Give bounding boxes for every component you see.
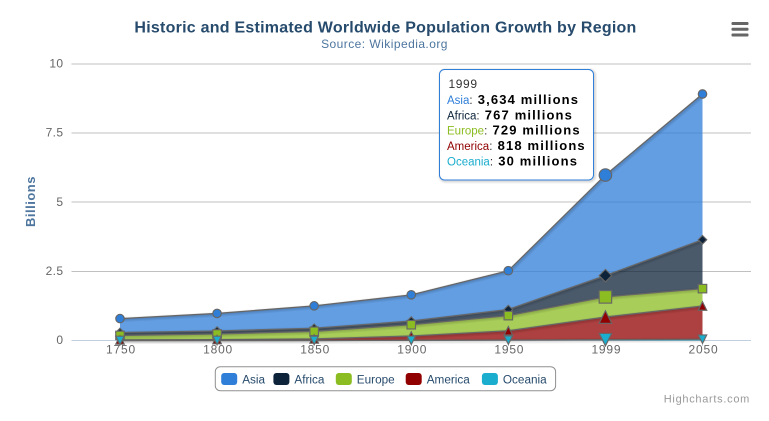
svg-text:America: America bbox=[427, 374, 471, 387]
svg-text:2.5: 2.5 bbox=[46, 264, 64, 278]
svg-text:1800: 1800 bbox=[203, 343, 233, 357]
svg-text:5: 5 bbox=[56, 195, 63, 209]
svg-text:Asia: Asia bbox=[242, 374, 265, 387]
svg-text:Asia: 3,634 millions: Asia: 3,634 millions bbox=[447, 92, 579, 107]
svg-text:1950: 1950 bbox=[494, 343, 524, 357]
svg-text:Source: Wikipedia.org: Source: Wikipedia.org bbox=[321, 37, 448, 51]
svg-text:Europe: Europe bbox=[357, 374, 395, 387]
svg-text:2050: 2050 bbox=[689, 343, 719, 357]
svg-text:10: 10 bbox=[49, 56, 63, 70]
svg-text:1850: 1850 bbox=[300, 343, 330, 357]
svg-text:Highcharts.com: Highcharts.com bbox=[664, 393, 750, 405]
svg-text:Oceania: Oceania bbox=[503, 374, 547, 387]
svg-text:Africa: 767 millions: Africa: 767 millions bbox=[447, 107, 573, 122]
svg-text:1900: 1900 bbox=[397, 343, 427, 357]
svg-text:Historic and Estimated Worldwi: Historic and Estimated Worldwide Populat… bbox=[134, 20, 636, 37]
svg-text:1750: 1750 bbox=[106, 343, 136, 357]
svg-text:Billions: Billions bbox=[23, 176, 38, 227]
svg-text:7.5: 7.5 bbox=[46, 126, 64, 140]
svg-text:Africa: Africa bbox=[294, 374, 325, 387]
svg-text:0: 0 bbox=[56, 333, 63, 347]
svg-text:Europe: 729 millions: Europe: 729 millions bbox=[447, 123, 581, 138]
svg-text:1999: 1999 bbox=[449, 77, 478, 91]
svg-text:1999: 1999 bbox=[591, 343, 621, 357]
svg-text:Oceania: 30 millions: Oceania: 30 millions bbox=[447, 153, 578, 168]
svg-text:America: 818 millions: America: 818 millions bbox=[447, 138, 586, 153]
